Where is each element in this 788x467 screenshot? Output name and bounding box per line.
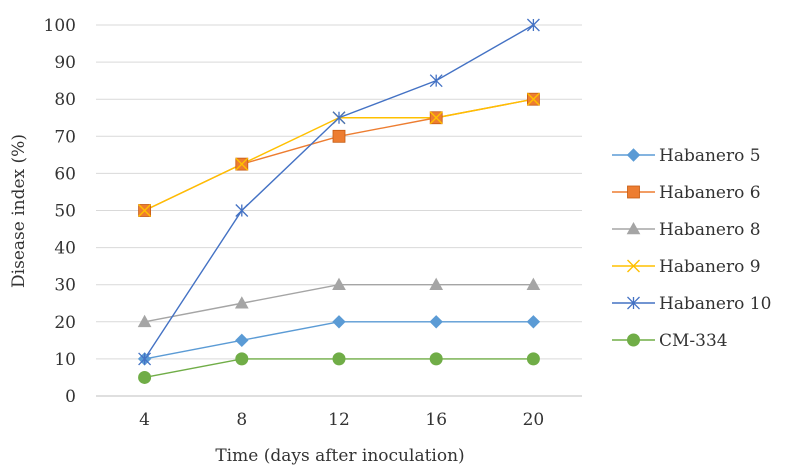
x-axis-title: Time (days after inoculation) bbox=[215, 446, 464, 466]
y-tick-label-60: 60 bbox=[54, 164, 76, 184]
data-point-habanero-6-x12 bbox=[333, 130, 345, 142]
y-tick-label-80: 80 bbox=[54, 90, 76, 110]
data-point-cm-334-x8 bbox=[236, 353, 248, 365]
data-point-cm-334-x20 bbox=[527, 353, 539, 365]
x-tick-label-4: 4 bbox=[139, 410, 150, 430]
legend-marker-habanero-5 bbox=[628, 149, 640, 161]
data-point-cm-334-x16 bbox=[430, 353, 442, 365]
x-tick-label-20: 20 bbox=[523, 410, 545, 430]
series-markers bbox=[139, 19, 540, 383]
y-tick-label-40: 40 bbox=[54, 239, 76, 259]
legend-label-cm-334: CM-334 bbox=[659, 331, 728, 351]
x-tick-label-12: 12 bbox=[328, 410, 350, 430]
legend-label-habanero-8: Habanero 8 bbox=[659, 220, 761, 240]
y-tick-label-90: 90 bbox=[54, 53, 76, 73]
legend-marker-habanero-6 bbox=[628, 186, 640, 198]
x-tick-label-8: 8 bbox=[236, 410, 247, 430]
gridlines bbox=[96, 25, 582, 396]
legend-item-habanero-8: Habanero 8 bbox=[612, 220, 761, 240]
legend-item-habanero-5: Habanero 5 bbox=[612, 146, 761, 166]
data-point-cm-334-x4 bbox=[139, 371, 151, 383]
legend-label-habanero-9: Habanero 9 bbox=[659, 257, 761, 277]
legend-item-habanero-6: Habanero 6 bbox=[612, 183, 761, 203]
y-tick-label-30: 30 bbox=[54, 276, 76, 296]
legend: Habanero 5 Habanero 6 Habanero 8 Habanero 9… bbox=[612, 146, 771, 351]
y-tick-label-50: 50 bbox=[54, 202, 76, 222]
legend-item-habanero-9: Habanero 9 bbox=[612, 257, 761, 277]
data-point-habanero-5-x12 bbox=[333, 316, 345, 328]
y-axis-title: Disease index (%) bbox=[9, 134, 29, 288]
y-tick-label-0: 0 bbox=[65, 387, 76, 407]
legend-label-habanero-6: Habanero 6 bbox=[659, 183, 761, 203]
data-point-cm-334-x12 bbox=[333, 353, 345, 365]
y-tick-label-70: 70 bbox=[54, 127, 76, 147]
data-point-habanero-5-x8 bbox=[236, 334, 248, 346]
legend-marker-cm-334 bbox=[628, 334, 640, 346]
y-tick-label-100: 100 bbox=[44, 16, 76, 36]
data-point-habanero-5-x20 bbox=[527, 316, 539, 328]
y-tick-label-20: 20 bbox=[54, 313, 76, 333]
legend-label-habanero-5: Habanero 5 bbox=[659, 146, 761, 166]
series-line-habanero-10 bbox=[145, 25, 534, 359]
legend-item-habanero-10: Habanero 10 bbox=[612, 294, 771, 314]
axes: 0 10 20 30 40 50 60 70 80 90 100 4 8 12 16 20 bbox=[44, 16, 545, 430]
x-tick-label-16: 16 bbox=[425, 410, 447, 430]
legend-label-habanero-10: Habanero 10 bbox=[659, 294, 771, 314]
data-point-habanero-5-x16 bbox=[430, 316, 442, 328]
data-point-habanero-10-x16 bbox=[430, 75, 442, 87]
y-tick-label-10: 10 bbox=[54, 350, 76, 370]
legend-item-cm-334: CM-334 bbox=[612, 331, 728, 351]
